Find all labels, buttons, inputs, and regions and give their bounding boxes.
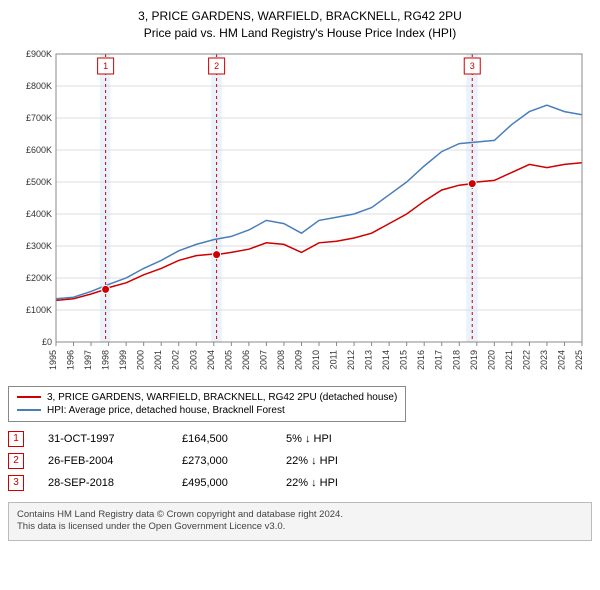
event-row: 3 28-SEP-2018 £495,000 22% ↓ HPI (8, 472, 592, 494)
svg-text:2017: 2017 (434, 350, 444, 370)
footer-line-1: Contains HM Land Registry data © Crown c… (17, 509, 583, 522)
title-line-2: Price paid vs. HM Land Registry's House … (8, 25, 592, 42)
event-date: 28-SEP-2018 (48, 477, 158, 489)
events-table: 1 31-OCT-1997 £164,500 5% ↓ HPI 2 26-FEB-2004… (8, 428, 592, 494)
legend-item: 3, PRICE GARDENS, WARFIELD, BRACKNELL, R… (17, 391, 397, 404)
event-price: £273,000 (182, 455, 262, 467)
legend-item: HPI: Average price, detached house, Brac… (17, 404, 397, 417)
event-number-box: 1 (8, 431, 24, 447)
svg-text:1996: 1996 (66, 350, 76, 370)
svg-text:2: 2 (214, 61, 219, 71)
event-date: 26-FEB-2004 (48, 455, 158, 467)
event-price: £164,500 (182, 433, 262, 445)
svg-text:2005: 2005 (223, 350, 233, 370)
svg-text:£600K: £600K (26, 145, 52, 155)
svg-text:1998: 1998 (101, 350, 111, 370)
svg-text:£0: £0 (42, 337, 52, 347)
svg-text:2013: 2013 (364, 350, 374, 370)
event-delta: 5% ↓ HPI (286, 433, 366, 445)
event-row: 1 31-OCT-1997 £164,500 5% ↓ HPI (8, 428, 592, 450)
svg-text:2016: 2016 (416, 350, 426, 370)
svg-text:£800K: £800K (26, 81, 52, 91)
svg-text:2008: 2008 (276, 350, 286, 370)
svg-text:£200K: £200K (26, 273, 52, 283)
svg-text:£900K: £900K (26, 49, 52, 59)
svg-text:2004: 2004 (206, 350, 216, 370)
svg-text:2020: 2020 (486, 350, 496, 370)
chart-svg: £0 £100K £200K £300K £400K £500K £600K £700K £80… (8, 48, 592, 378)
svg-text:1995: 1995 (48, 350, 58, 370)
svg-text:2022: 2022 (521, 350, 531, 370)
event-price: £495,000 (182, 477, 262, 489)
svg-text:2019: 2019 (469, 350, 479, 370)
legend-swatch (17, 409, 41, 411)
svg-text:2023: 2023 (539, 350, 549, 370)
event-row: 2 26-FEB-2004 £273,000 22% ↓ HPI (8, 450, 592, 472)
svg-text:2011: 2011 (329, 350, 339, 369)
svg-text:2024: 2024 (556, 350, 566, 370)
legend-label: 3, PRICE GARDENS, WARFIELD, BRACKNELL, R… (47, 392, 397, 403)
svg-text:2012: 2012 (346, 350, 356, 370)
footer-line-2: This data is licensed under the Open Gov… (17, 521, 583, 534)
legend: 3, PRICE GARDENS, WARFIELD, BRACKNELL, R… (8, 386, 406, 422)
event-number-box: 3 (8, 475, 24, 491)
svg-text:2003: 2003 (188, 350, 198, 370)
event-delta: 22% ↓ HPI (286, 477, 366, 489)
title-line-1: 3, PRICE GARDENS, WARFIELD, BRACKNELL, R… (8, 8, 592, 25)
svg-text:2025: 2025 (574, 350, 584, 370)
chart-title-block: 3, PRICE GARDENS, WARFIELD, BRACKNELL, R… (8, 8, 592, 42)
event-delta: 22% ↓ HPI (286, 455, 366, 467)
svg-text:2000: 2000 (136, 350, 146, 370)
svg-text:2015: 2015 (399, 350, 409, 370)
svg-text:1997: 1997 (83, 350, 93, 370)
svg-text:2006: 2006 (241, 350, 251, 370)
svg-text:2018: 2018 (451, 350, 461, 370)
svg-text:£300K: £300K (26, 241, 52, 251)
price-chart: £0 £100K £200K £300K £400K £500K £600K £700K £80… (8, 48, 592, 378)
svg-text:2010: 2010 (311, 350, 321, 370)
svg-text:£400K: £400K (26, 209, 52, 219)
svg-text:2014: 2014 (381, 350, 391, 370)
event-date: 31-OCT-1997 (48, 433, 158, 445)
svg-text:£100K: £100K (26, 305, 52, 315)
legend-swatch (17, 396, 41, 398)
attribution-footer: Contains HM Land Registry data © Crown c… (8, 502, 592, 542)
svg-text:2021: 2021 (504, 350, 514, 370)
svg-text:£500K: £500K (26, 177, 52, 187)
event-number-box: 2 (8, 453, 24, 469)
legend-label: HPI: Average price, detached house, Brac… (47, 405, 285, 416)
svg-text:1999: 1999 (118, 350, 128, 370)
svg-text:2007: 2007 (258, 350, 268, 370)
svg-text:2002: 2002 (171, 350, 181, 370)
svg-text:£700K: £700K (26, 113, 52, 123)
svg-text:1: 1 (103, 61, 108, 71)
svg-text:3: 3 (470, 61, 475, 71)
svg-text:2001: 2001 (153, 350, 163, 370)
svg-text:2009: 2009 (293, 350, 303, 370)
